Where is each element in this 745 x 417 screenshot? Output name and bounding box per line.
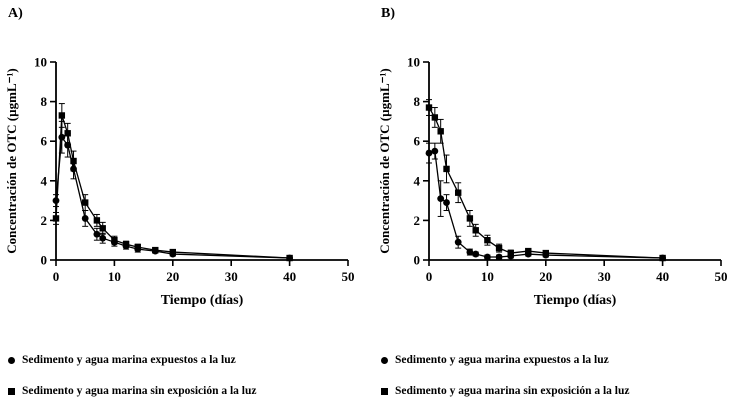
circle-data-marker	[437, 195, 445, 203]
square-data-marker	[455, 189, 462, 196]
square-data-marker	[659, 254, 666, 262]
square-data-marker	[472, 227, 479, 234]
x-tick-label: 10	[481, 269, 494, 284]
legend-label: Sedimento y agua marina sin exposición a…	[395, 385, 630, 397]
square-data-marker	[64, 130, 71, 137]
square-marker-icon	[8, 387, 15, 395]
x-tick-label: 30	[225, 269, 238, 284]
circle-marker-icon	[381, 356, 388, 364]
legend-label: Sedimento y agua marina expuestos a la l…	[395, 354, 609, 366]
square-data-marker	[525, 247, 532, 255]
circle-data-marker	[454, 238, 462, 246]
y-tick-label: 8	[414, 94, 421, 109]
square-data-marker	[111, 237, 118, 244]
circle-data-marker	[58, 133, 66, 141]
x-tick-label: 30	[598, 269, 611, 284]
y-tick-label: 8	[41, 94, 48, 109]
square-data-marker	[82, 199, 89, 206]
square-data-marker	[484, 237, 491, 244]
circle-data-marker	[99, 234, 107, 242]
x-tick-label: 40	[283, 269, 296, 284]
x-tick-label: 10	[108, 269, 121, 284]
y-tick-label: 4	[41, 173, 48, 188]
square-data-marker	[495, 244, 503, 252]
y-axis-label: Concentración de OTC (µgmL⁻¹)	[377, 68, 392, 253]
panel-a-label: A)	[8, 6, 23, 21]
square-data-marker	[93, 217, 101, 224]
panel-b: B) 0 10 20 30 40 50 0 2 4 6 8 10 Tiempo (días) Concen…	[373, 0, 745, 417]
legend-item-unexposed: Sedimento y agua marina sin exposición a…	[8, 383, 257, 399]
circle-data-marker	[81, 215, 89, 222]
x-tick-label: 20	[539, 269, 552, 284]
circle-data-marker	[443, 199, 450, 206]
legend-a: Sedimento y agua marina expuestos a la l…	[8, 352, 257, 414]
square-data-marker	[286, 254, 293, 262]
circle-data-marker	[466, 248, 474, 256]
panel-a: A) 0 10 20 30 40 50 0 2 4 6 8 10 Tiempo (días) Concen…	[0, 0, 372, 417]
series-square	[52, 103, 293, 262]
y-tick-label: 6	[414, 134, 421, 149]
square-data-marker	[507, 249, 514, 257]
square-data-marker	[152, 246, 159, 254]
square-data-marker	[443, 165, 450, 173]
square-data-marker	[542, 249, 549, 257]
x-tick-label: 50	[715, 269, 728, 284]
circle-data-marker	[495, 253, 503, 261]
x-tick-label: 40	[656, 269, 669, 284]
square-data-marker	[99, 225, 106, 232]
square-data-marker	[169, 248, 176, 256]
y-tick-label: 10	[34, 55, 47, 70]
x-tick-label: 0	[426, 269, 433, 284]
legend-label: Sedimento y agua marina expuestos a la l…	[22, 354, 236, 366]
panel-b-label: B)	[381, 6, 395, 21]
series-circle	[52, 120, 293, 262]
circle-marker-icon	[8, 356, 15, 364]
y-tick-label: 2	[414, 213, 421, 228]
x-axis-label: Tiempo (días)	[161, 293, 244, 308]
y-tick-label: 0	[41, 253, 48, 268]
series-square	[425, 99, 666, 262]
circle-data-marker	[472, 250, 480, 258]
square-data-marker	[70, 157, 77, 165]
legend-item-exposed: Sedimento y agua marina expuestos a la l…	[381, 352, 630, 368]
legend-b: Sedimento y agua marina expuestos a la l…	[381, 352, 630, 414]
square-data-marker	[122, 240, 130, 248]
x-tick-label: 50	[342, 269, 355, 284]
square-data-marker	[58, 112, 66, 119]
square-data-marker	[134, 243, 141, 251]
square-data-marker	[437, 128, 444, 135]
square-data-marker	[52, 215, 60, 222]
circle-data-marker	[93, 230, 101, 238]
x-tick-label: 20	[166, 269, 179, 284]
circle-data-marker	[425, 149, 433, 157]
y-axis-label: Concentración de OTC (µgmL⁻¹)	[4, 68, 19, 253]
series-line	[55, 135, 290, 259]
square-marker-icon	[381, 387, 388, 395]
legend-item-unexposed: Sedimento y agua marina sin exposición a…	[381, 383, 630, 399]
chart-b: 0 10 20 30 40 50 0 2 4 6 8 10 Tiempo (días) Concentra…	[377, 55, 728, 309]
x-axis-label: Tiempo (días)	[534, 293, 617, 308]
chart-a: 0 10 20 30 40 50 0 2 4 6 8 10 Tiempo (días) Concentra…	[4, 55, 355, 309]
y-tick-label: 2	[41, 213, 48, 228]
y-tick-label: 6	[41, 134, 48, 149]
y-tick-label: 0	[414, 253, 421, 268]
square-data-marker	[425, 104, 433, 111]
square-data-marker	[466, 215, 474, 222]
x-tick-label: 0	[53, 269, 60, 284]
y-tick-label: 4	[414, 173, 421, 188]
series-line	[428, 107, 663, 259]
y-tick-label: 10	[407, 55, 420, 70]
series-line	[55, 115, 290, 259]
circle-data-marker	[484, 253, 491, 261]
legend-item-exposed: Sedimento y agua marina expuestos a la l…	[8, 352, 257, 368]
circle-data-marker	[52, 197, 60, 205]
series-circle	[425, 142, 666, 262]
square-data-marker	[431, 114, 439, 121]
legend-label: Sedimento y agua marina sin exposición a…	[22, 385, 257, 397]
circle-data-marker	[431, 147, 439, 155]
